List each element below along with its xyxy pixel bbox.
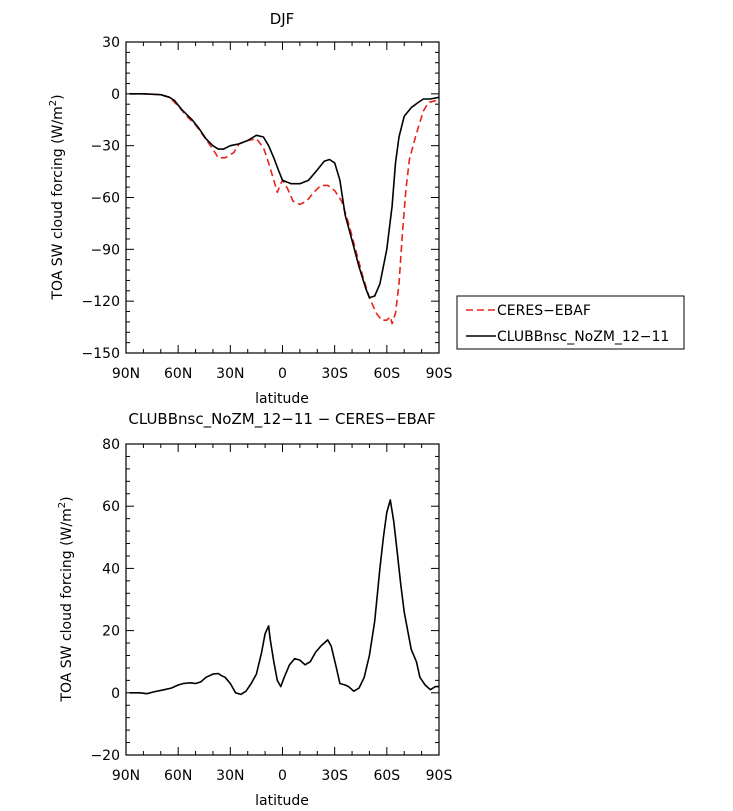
top-chart-x-tick-label: 90N xyxy=(112,366,140,382)
bottom-chart-y-axis-label: TOA SW cloud forcing (W/m2) xyxy=(57,496,75,702)
top-chart-x-tick-label: 30S xyxy=(321,366,348,382)
top-chart-x-tick-label: 30N xyxy=(216,366,244,382)
bottom-chart-x-axis-label: latitude xyxy=(255,793,309,809)
bottom-chart-x-tick-label: 0 xyxy=(278,768,287,784)
top-chart-series xyxy=(129,93,440,325)
legend-box xyxy=(456,295,685,350)
legend-label-clubbnsc: CLUBBnsc_NoZM_12−11 xyxy=(497,329,669,345)
top-chart-x-tick-label: 90S xyxy=(426,366,453,382)
bottom-chart-x-tick-label: 30S xyxy=(321,768,348,784)
bottom-chart-frame xyxy=(125,443,440,756)
legend-label-ceres-ebaf: CERES−EBAF xyxy=(497,303,591,319)
bottom-chart-y-tick-label: −20 xyxy=(90,748,120,764)
top-chart-x-axis-label: latitude xyxy=(255,391,309,407)
top-chart-x-tick-label: 60S xyxy=(373,366,400,382)
top-chart-x-tick-label: 0 xyxy=(278,366,287,382)
bottom-chart-y-tick-label: 20 xyxy=(102,624,120,640)
top-chart-y-tick-labels: 30 0 −30 −60 −90 −120 −150 xyxy=(82,35,120,362)
bottom-chart-x-tick-label: 60N xyxy=(164,768,192,784)
top-chart-y-axis-label: TOA SW cloud forcing (W/m2) xyxy=(48,94,66,300)
top-chart-y-tick-label: −30 xyxy=(90,139,120,155)
top-chart-series-line xyxy=(129,93,440,325)
top-chart-x-tick-labels: 90N 60N 30N 0 30S 60S 90S xyxy=(112,366,453,382)
top-chart-y-tick-label: −150 xyxy=(82,346,120,362)
legend: CERES−EBAF CLUBBnsc_NoZM_12−11 xyxy=(456,295,685,350)
bottom-chart-x-tick-label: 90S xyxy=(426,768,453,784)
top-chart-ticks xyxy=(125,41,440,354)
bottom-chart-series xyxy=(129,499,439,696)
bottom-chart-x-tick-labels: 90N 60N 30N 0 30S 60S 90S xyxy=(112,768,453,784)
top-chart-y-tick-label: 0 xyxy=(111,87,120,103)
top-chart-y-tick-label: −90 xyxy=(90,242,120,258)
bottom-chart: CLUBBnsc_NoZM_12−11 − CERES−EBAF 90N 60N 3… xyxy=(57,410,452,809)
bottom-chart-title: CLUBBnsc_NoZM_12−11 − CERES−EBAF xyxy=(128,410,435,429)
bottom-chart-series-line xyxy=(129,499,439,696)
bottom-chart-y-tick-label: 60 xyxy=(102,499,120,515)
bottom-chart-y-tick-label: 40 xyxy=(102,561,120,577)
top-chart-series-line xyxy=(129,93,440,299)
top-chart-y-tick-label: −60 xyxy=(90,191,120,207)
bottom-chart-x-tick-label: 30N xyxy=(216,768,244,784)
top-chart-title: DJF xyxy=(270,10,295,28)
top-chart-y-tick-label: −120 xyxy=(82,294,120,310)
top-chart: DJF 90N 60N 30N 0 30S 60S 90S 30 0 −30 −60 −90 −120… xyxy=(48,10,685,407)
bottom-chart-ticks xyxy=(125,443,440,756)
bottom-chart-y-tick-label: 0 xyxy=(111,686,120,702)
bottom-chart-y-tick-labels: 80 60 40 20 0 −20 xyxy=(90,437,120,764)
top-chart-y-tick-label: 30 xyxy=(102,35,120,51)
bottom-chart-x-tick-label: 90N xyxy=(112,768,140,784)
top-chart-x-tick-label: 60N xyxy=(164,366,192,382)
bottom-chart-y-tick-label: 80 xyxy=(102,437,120,453)
bottom-chart-x-tick-label: 60S xyxy=(373,768,400,784)
